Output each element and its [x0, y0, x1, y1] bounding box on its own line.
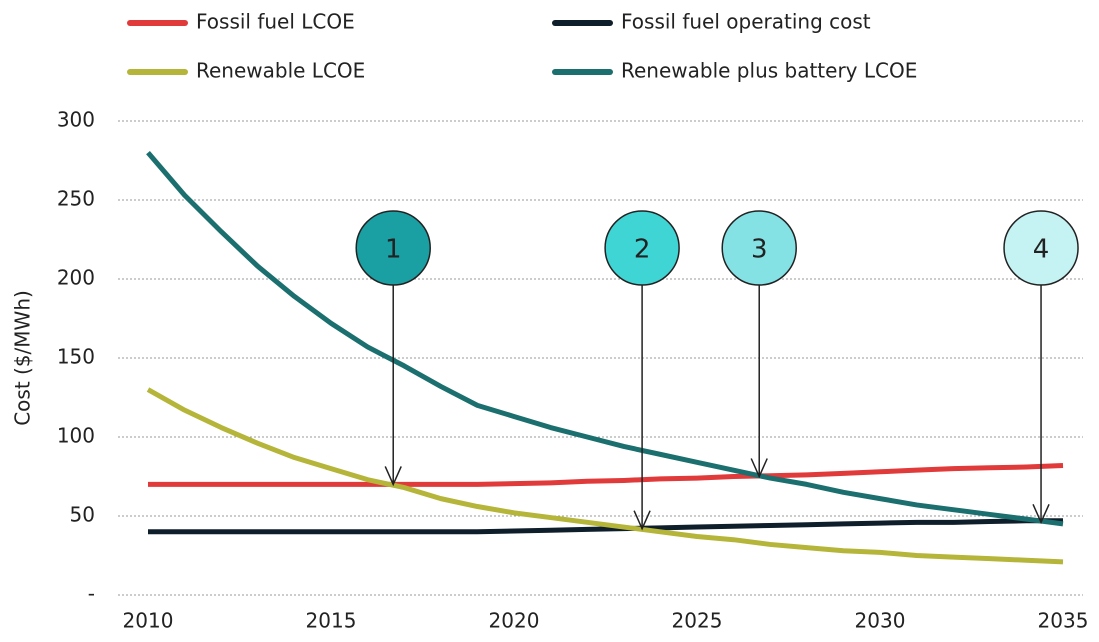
- y-tick-label: 50: [70, 503, 95, 527]
- x-tick-label: 2025: [672, 609, 723, 633]
- y-axis-label: Cost ($/MWh): [11, 290, 35, 426]
- arrow-head: [633, 510, 651, 531]
- x-tick-label: 2015: [306, 609, 357, 633]
- legend-label: Fossil fuel LCOE: [196, 10, 355, 34]
- legend-label: Fossil fuel operating cost: [621, 10, 871, 34]
- arrow-head: [750, 458, 768, 479]
- series-line: [146, 150, 1064, 527]
- x-tick-label: 2035: [1038, 609, 1089, 633]
- legend-label: Renewable LCOE: [196, 59, 365, 83]
- x-tick-label: 2020: [489, 609, 540, 633]
- x-tick-label: 2010: [123, 609, 174, 633]
- series-line: [148, 518, 1063, 535]
- arrow-head: [1032, 504, 1050, 525]
- annotation-label: 4: [1033, 235, 1050, 265]
- annotation-circle: [1003, 210, 1079, 286]
- y-tick-label: 300: [57, 108, 95, 132]
- annotation-label: 2: [634, 235, 651, 265]
- y-tick-label: -: [88, 582, 95, 606]
- y-tick-label: 150: [57, 345, 95, 369]
- x-tick-label: 2030: [855, 609, 906, 633]
- annotation-circle: [604, 210, 680, 286]
- y-tick-label: 200: [57, 266, 95, 290]
- y-tick-label: 250: [57, 187, 95, 211]
- annotation-label: 3: [751, 235, 768, 265]
- legend-label: Renewable plus battery LCOE: [621, 59, 917, 83]
- annotation-label: 1: [385, 235, 402, 265]
- annotation-circle: [355, 210, 431, 286]
- y-tick-label: 100: [57, 424, 95, 448]
- series-line: [146, 387, 1064, 565]
- series-line: [148, 462, 1064, 487]
- annotation-circle: [721, 210, 797, 286]
- arrow-head: [384, 466, 402, 487]
